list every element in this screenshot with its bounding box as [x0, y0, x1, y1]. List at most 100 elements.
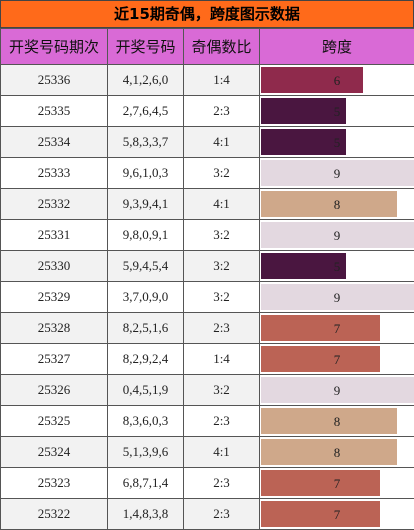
cell-span: 7 [260, 313, 414, 344]
cell-span: 8 [260, 189, 414, 220]
span-value: 7 [334, 507, 341, 522]
span-value: 7 [334, 476, 341, 491]
cell-numbers: 2,7,6,4,5 [108, 96, 184, 127]
span-value: 9 [334, 383, 341, 398]
span-value: 5 [334, 104, 341, 119]
cell-numbers: 5,9,4,5,4 [108, 251, 184, 282]
span-value: 7 [334, 352, 341, 367]
span-bar [261, 346, 380, 372]
span-value: 9 [334, 290, 341, 305]
cell-span: 9 [260, 158, 414, 189]
cell-numbers: 3,7,0,9,0 [108, 282, 184, 313]
cell-ratio: 2:3 [184, 406, 260, 437]
span-bar [261, 408, 397, 434]
span-bar [261, 315, 380, 341]
header-span: 跨度 [260, 29, 414, 65]
cell-issue: 25328 [1, 313, 108, 344]
cell-numbers: 5,8,3,3,7 [108, 127, 184, 158]
cell-ratio: 3:2 [184, 220, 260, 251]
header-issue: 开奖号码期次 [1, 29, 108, 65]
cell-ratio: 2:3 [184, 468, 260, 499]
cell-span: 9 [260, 220, 414, 251]
cell-numbers: 0,4,5,1,9 [108, 375, 184, 406]
cell-ratio: 2:3 [184, 499, 260, 530]
span-value: 5 [334, 259, 341, 274]
span-value: 6 [334, 73, 341, 88]
span-bar [261, 439, 397, 465]
cell-numbers: 8,3,6,0,3 [108, 406, 184, 437]
span-value: 9 [334, 228, 341, 243]
cell-issue: 25329 [1, 282, 108, 313]
cell-issue: 25333 [1, 158, 108, 189]
span-value: 5 [334, 135, 341, 150]
cell-ratio: 3:2 [184, 282, 260, 313]
cell-span: 7 [260, 499, 414, 530]
cell-ratio: 1:4 [184, 344, 260, 375]
cell-issue: 25324 [1, 437, 108, 468]
cell-ratio: 4:1 [184, 437, 260, 468]
cell-ratio: 4:1 [184, 189, 260, 220]
span-value: 8 [334, 197, 341, 212]
header-numbers: 开奖号码 [108, 29, 184, 65]
span-value: 9 [334, 166, 341, 181]
cell-numbers: 9,6,1,0,3 [108, 158, 184, 189]
cell-span: 7 [260, 344, 414, 375]
cell-issue: 25330 [1, 251, 108, 282]
cell-numbers: 9,8,0,9,1 [108, 220, 184, 251]
span-bar [261, 501, 380, 527]
cell-issue: 25332 [1, 189, 108, 220]
cell-span: 9 [260, 282, 414, 313]
cell-span: 7 [260, 468, 414, 499]
cell-span: 5 [260, 127, 414, 158]
cell-issue: 25327 [1, 344, 108, 375]
cell-ratio: 1:4 [184, 65, 260, 96]
cell-numbers: 5,1,3,9,6 [108, 437, 184, 468]
cell-numbers: 8,2,9,2,4 [108, 344, 184, 375]
cell-span: 9 [260, 375, 414, 406]
header-ratio: 奇偶数比 [184, 29, 260, 65]
span-value: 8 [334, 414, 341, 429]
cell-numbers: 1,4,8,3,8 [108, 499, 184, 530]
cell-span: 8 [260, 437, 414, 468]
cell-ratio: 3:2 [184, 158, 260, 189]
cell-span: 8 [260, 406, 414, 437]
span-value: 7 [334, 321, 341, 336]
cell-issue: 25336 [1, 65, 108, 96]
cell-numbers: 6,8,7,1,4 [108, 468, 184, 499]
cell-span: 5 [260, 251, 414, 282]
cell-issue: 25323 [1, 468, 108, 499]
cell-span: 6 [260, 65, 414, 96]
header-row: 开奖号码期次 开奖号码 奇偶数比 跨度 [1, 29, 414, 65]
cell-issue: 25325 [1, 406, 108, 437]
cell-ratio: 4:1 [184, 127, 260, 158]
cell-issue: 25322 [1, 499, 108, 530]
span-bar [261, 470, 380, 496]
span-bar [261, 191, 397, 217]
cell-issue: 25334 [1, 127, 108, 158]
cell-numbers: 9,3,9,4,1 [108, 189, 184, 220]
cell-issue: 25326 [1, 375, 108, 406]
cell-ratio: 3:2 [184, 375, 260, 406]
cell-ratio: 3:2 [184, 251, 260, 282]
cell-numbers: 8,2,5,1,6 [108, 313, 184, 344]
cell-issue: 25335 [1, 96, 108, 127]
cell-ratio: 2:3 [184, 313, 260, 344]
page-title: 近15期奇偶，跨度图示数据 [0, 0, 414, 28]
cell-ratio: 2:3 [184, 96, 260, 127]
